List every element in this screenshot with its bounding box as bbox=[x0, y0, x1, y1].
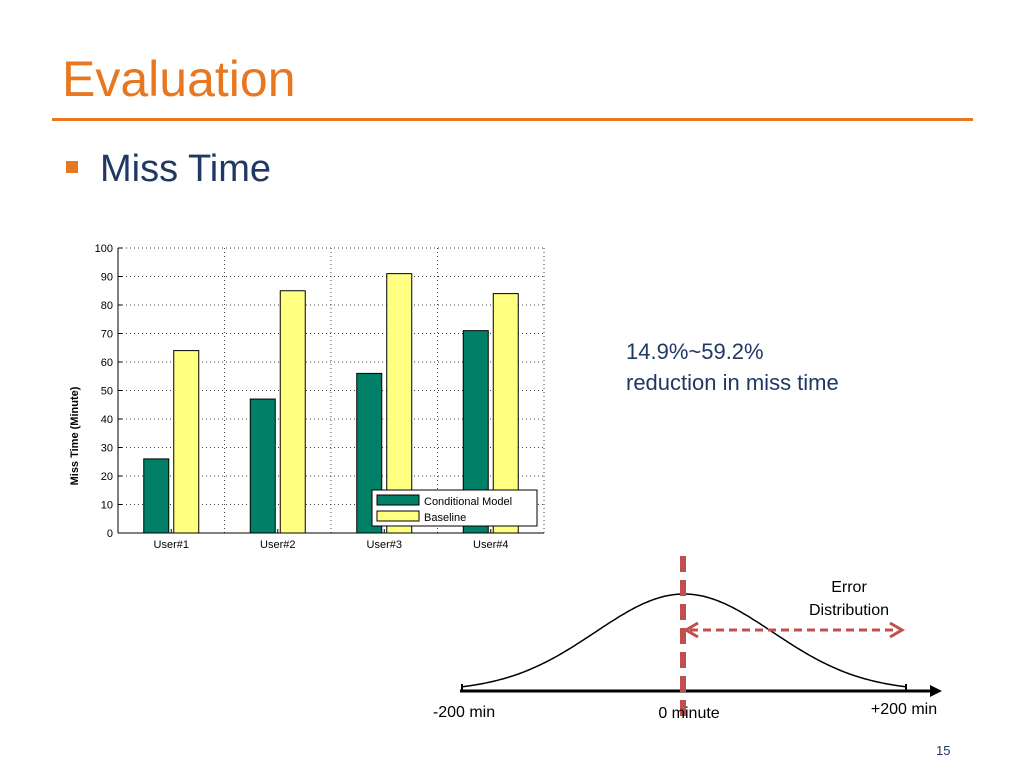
bar-conditional-model bbox=[249, 398, 276, 534]
arrow-left-head-icon bbox=[683, 621, 699, 639]
bar-baseline bbox=[279, 290, 306, 534]
y-tick-label: 40 bbox=[101, 414, 113, 426]
legend-label: Baseline bbox=[424, 512, 466, 524]
y-axis-label: Miss Time (Minute) bbox=[69, 386, 81, 485]
x-label-zero: 0 minute bbox=[658, 705, 719, 722]
legend-label: Conditional Model bbox=[424, 496, 512, 508]
bar-conditional-model bbox=[143, 458, 170, 534]
reduction-text: reduction in miss time bbox=[626, 370, 839, 395]
slide-title: Evaluation bbox=[62, 51, 296, 107]
miss-time-bar-chart: Miss Time (Minute) 0 10 20 30 40 50 60 70 80 90 10… bbox=[69, 243, 545, 551]
x-tick-label: User#3 bbox=[367, 539, 402, 551]
error-label-line1: Error bbox=[831, 579, 867, 596]
x-tick-label: User#4 bbox=[473, 539, 508, 551]
y-tick-label: 70 bbox=[101, 329, 113, 341]
time-axis-arrow-icon bbox=[930, 685, 942, 697]
y-tick-label: 80 bbox=[101, 300, 113, 312]
title-rule bbox=[52, 118, 973, 121]
y-tick-label: 20 bbox=[101, 471, 113, 483]
y-tick-label: 10 bbox=[101, 500, 113, 512]
bar-baseline bbox=[173, 350, 200, 534]
y-tick-label: 50 bbox=[101, 386, 113, 398]
arrow-right-head-icon bbox=[889, 621, 905, 639]
legend-swatch bbox=[376, 510, 420, 522]
y-tick-label: 0 bbox=[107, 528, 113, 540]
x-label-plus-200: +200 min bbox=[871, 701, 937, 718]
error-label-line2: Distribution bbox=[809, 602, 889, 619]
error-distribution-diagram: Error Distribution -200 min 0 minute +20… bbox=[433, 556, 942, 722]
legend-swatch bbox=[376, 494, 420, 506]
y-tick-label: 90 bbox=[101, 272, 113, 284]
y-tick-label: 30 bbox=[101, 443, 113, 455]
y-tick-label: 100 bbox=[95, 243, 113, 255]
bullet-miss-time: Miss Time bbox=[100, 148, 271, 190]
reduction-range: 14.9%~59.2% bbox=[626, 339, 764, 364]
reduction-note: 14.9%~59.2% reduction in miss time bbox=[626, 336, 839, 398]
x-label-minus-200: -200 min bbox=[433, 704, 495, 721]
y-tick-label: 60 bbox=[101, 357, 113, 369]
x-tick-label: User#1 bbox=[154, 539, 189, 551]
x-tick-label: User#2 bbox=[260, 539, 295, 551]
chart-legend: Conditional Model Baseline bbox=[371, 489, 538, 527]
page-number: 15 bbox=[936, 743, 951, 758]
bullet-square-icon bbox=[66, 161, 78, 173]
